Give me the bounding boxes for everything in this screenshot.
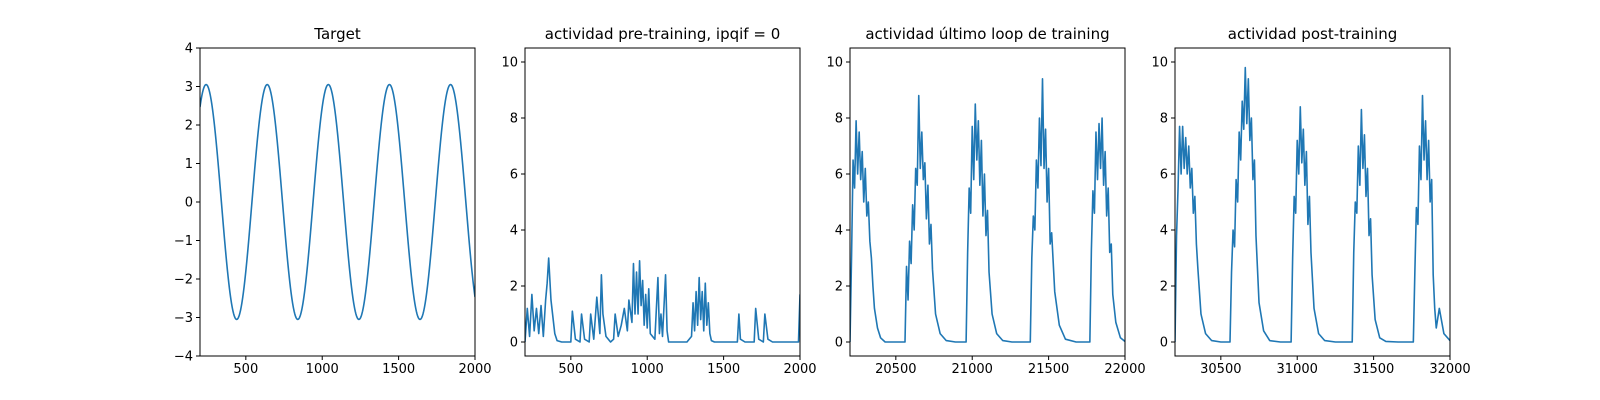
y-tick-label: 0	[185, 196, 193, 211]
y-tick-label: 0	[1160, 336, 1168, 351]
y-tick-label: 6	[510, 168, 518, 183]
y-tick-label: 3	[185, 80, 193, 95]
y-tick-label: 10	[501, 56, 518, 71]
x-tick-label: 500	[558, 362, 583, 377]
x-tick-label: 30500	[1200, 362, 1241, 377]
y-tick-label: 2	[185, 119, 193, 134]
y-tick-label: 1	[185, 157, 193, 172]
y-tick-label: 2	[1160, 280, 1168, 295]
y-tick-label: 4	[510, 224, 518, 239]
chart-title: Target	[313, 25, 361, 43]
axes-frame	[524, 47, 801, 357]
x-tick-label: 31000	[1277, 362, 1318, 377]
y-tick-label: −3	[174, 311, 193, 326]
x-tick-label: 31500	[1353, 362, 1394, 377]
series-line-actividad-2	[525, 257, 800, 343]
y-tick-label: 2	[835, 280, 843, 295]
x-tick-label: 2000	[783, 362, 816, 377]
y-tick-label: 0	[835, 336, 843, 351]
chart-panel-3: 20500 21000 21500 22000 0 2 4 6 8 10 actividad últ…	[826, 25, 1145, 377]
x-tick-label: 21500	[1028, 362, 1069, 377]
chart-title: actividad post-training	[1228, 25, 1397, 43]
axes-frame	[849, 47, 1126, 357]
x-tick-label: 20500	[875, 362, 916, 377]
y-tick-label: 8	[510, 112, 518, 127]
y-tick-label: −4	[174, 350, 193, 365]
y-tick-label: 8	[1160, 112, 1168, 127]
y-tick-label: 4	[1160, 224, 1168, 239]
y-tick-label: 6	[835, 168, 843, 183]
chart-panel-2: 500 1000 1500 2000 0 2 4 6 8 10 actividad pre-trai…	[501, 25, 816, 377]
y-tick-label: 10	[826, 56, 843, 71]
y-tick-label: 0	[510, 336, 518, 351]
y-tick-label: 8	[835, 112, 843, 127]
y-tick-label: 10	[1151, 56, 1168, 71]
x-tick-label: 22000	[1104, 362, 1145, 377]
chart-title: actividad último loop de training	[865, 25, 1109, 43]
x-tick-label: 1500	[382, 362, 415, 377]
chart-panel-4: 30500 31000 31500 32000 0 2 4 6 8 10 actividad pos…	[1151, 25, 1470, 377]
y-tick-label: 2	[510, 280, 518, 295]
x-tick-label: 1500	[707, 362, 740, 377]
x-tick-label: 32000	[1429, 362, 1470, 377]
y-tick-label: −2	[174, 273, 193, 288]
series-line-actividad-4	[1175, 66, 1450, 343]
x-tick-label: 1000	[306, 362, 339, 377]
x-tick-label: 2000	[458, 362, 491, 377]
chart-title: actividad pre-training, ipqif = 0	[545, 25, 781, 43]
y-tick-label: 4	[835, 224, 843, 239]
y-tick-label: 4	[185, 42, 193, 57]
axes-frame	[1174, 47, 1451, 357]
x-tick-label: 1000	[631, 362, 664, 377]
chart-panel-1: 500 1000 1500 2000 −4 −3 −2 −1 0 1 2 3 4 Target	[174, 25, 492, 377]
series-line-target-1	[200, 83, 475, 321]
x-tick-label: 500	[233, 362, 258, 377]
x-tick-label: 21000	[952, 362, 993, 377]
y-tick-label: −1	[174, 234, 193, 249]
series-line-actividad-3	[850, 78, 1125, 343]
y-tick-label: 6	[1160, 168, 1168, 183]
